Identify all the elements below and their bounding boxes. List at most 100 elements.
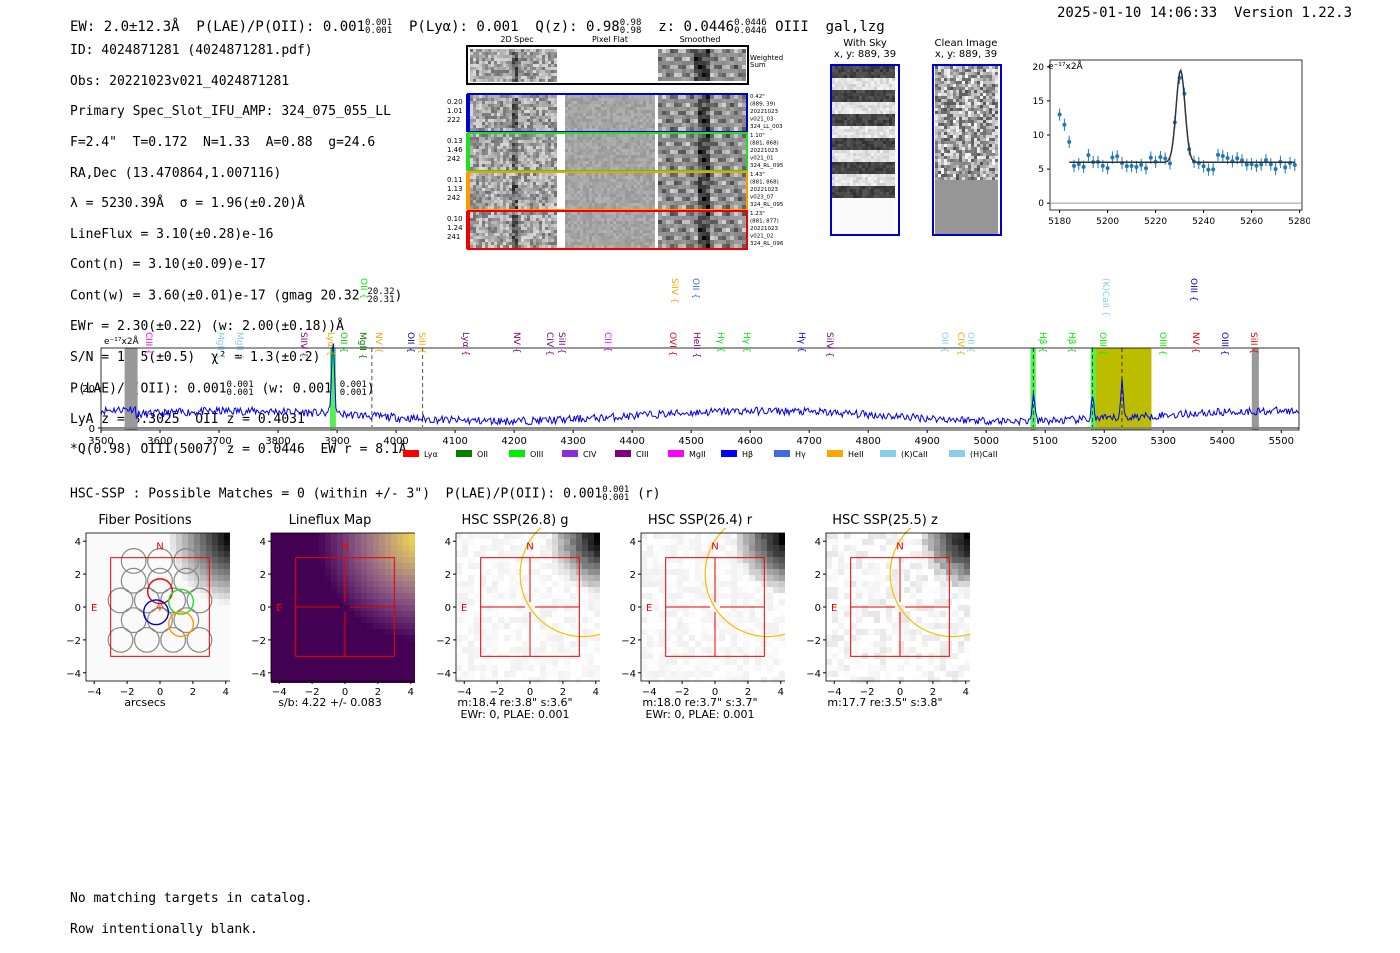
spectrum-xtick-label: 4900 <box>914 436 939 447</box>
panel-image: N E −4 −2 0 2 4 4 2 0 −2 −4 <box>251 532 415 698</box>
header-timestamp: 2025-01-10 14:06:33 Version 1.22.3 <box>1057 5 1352 21</box>
legend-swatch <box>827 450 843 457</box>
fiber-circle <box>107 587 134 614</box>
noise-image <box>470 49 557 82</box>
info-cont-w-end: ) <box>394 288 403 304</box>
hsc-sub: 0.001 <box>602 493 630 503</box>
withsky-coords: x, y: 889, 39 <box>833 49 897 60</box>
sky-clean-images <box>830 64 1002 236</box>
info-id: ID: 4024871281 (4024871281.pdf) <box>70 43 313 59</box>
fiber-circle <box>147 607 173 634</box>
panel-xtick-label: −4 <box>642 687 657 698</box>
header-ew-plae: EW: 2.0±12.3Å P(LAE)/P(OII): 0.001 <box>70 19 366 35</box>
cutout-left-value: 241 <box>447 233 460 241</box>
panel-title: HSC SSP(25.5) z <box>832 513 938 528</box>
header-qz-sup: 0.98 <box>619 18 642 28</box>
legend-swatch <box>456 450 472 457</box>
panel-ytick-label: 0 <box>75 603 81 614</box>
aperture-ellipse <box>519 528 600 638</box>
spectral-line-label: SiII { <box>416 332 426 354</box>
hsc-frac: 0.001 0.001 <box>602 485 630 503</box>
cutout-right-value: 324_RL_096 <box>750 241 784 247</box>
spectral-line-label: OII { <box>405 332 415 353</box>
cutout-left-value: 1.24 <box>447 224 463 232</box>
zoom-point <box>1211 167 1216 172</box>
spectral-line-label: OII { <box>965 332 975 353</box>
panel-ytick-label: 0 <box>260 603 266 614</box>
cutout-left-value: 0.20 <box>447 98 463 106</box>
withsky-frame <box>830 64 900 236</box>
spectral-line-label: Lyα { <box>460 332 470 356</box>
spectrum-curve <box>100 343 1300 427</box>
spectral-line-label: Hγ { <box>741 332 751 353</box>
zoom-xtick-label: 5200 <box>1096 217 1119 227</box>
cutout-left-value: 222 <box>447 116 460 124</box>
fiber-circle <box>173 567 200 594</box>
clean-coords: x, y: 889, 39 <box>934 49 998 60</box>
spectral-line-label: (K)CaII { <box>1100 278 1110 317</box>
fiber-highlight <box>143 599 170 626</box>
panel-xtick-label: 0 <box>897 687 903 698</box>
spectral-line-label: OIII { <box>1097 332 1107 356</box>
zoom-point <box>1259 162 1264 167</box>
aperture-box <box>850 557 950 657</box>
info-plae-end: ) <box>366 381 375 397</box>
zoom-point <box>1110 155 1115 160</box>
legend-swatch <box>721 450 737 457</box>
zoom-point <box>1139 162 1144 167</box>
spectrum-xtick-label: 4300 <box>560 436 585 447</box>
spectrum-xtick-label: 5500 <box>1269 436 1294 447</box>
panel-ytick-label: 4 <box>630 537 636 548</box>
masked-region <box>124 348 138 430</box>
panel-ytick-label: 2 <box>815 570 821 581</box>
panel-ytick-label: 2 <box>630 570 636 581</box>
legend-label: Hγ <box>795 450 806 459</box>
panel-ytick-label: −4 <box>436 669 451 680</box>
spectrum-ytick-label: 0 <box>89 424 95 435</box>
spectrum-ytick-label: 20 <box>82 384 95 395</box>
fiber-circle <box>107 626 134 653</box>
aperture-ellipse <box>889 528 970 638</box>
cutout-right-value: v021_02 <box>750 234 774 240</box>
cutout-col-smoothed: Smoothed <box>679 35 721 44</box>
panel-xtick-label: 2 <box>375 687 381 698</box>
legend-swatch <box>949 450 965 457</box>
withsky-title-text: With Sky <box>843 38 887 49</box>
cutout-right-value: 324_RL_095 <box>750 163 784 169</box>
zoom-point <box>1249 162 1254 167</box>
zoom-point <box>1283 165 1288 170</box>
cutout-right-value: 20221023 <box>750 226 778 232</box>
panel-caption: m:17.7 re:3.5" s:3.8" <box>800 697 970 709</box>
fit-window-band <box>1095 348 1152 430</box>
spectrum-xtick-label: 5400 <box>1210 436 1235 447</box>
panel-pixels <box>86 533 230 683</box>
info-gmag-frac: 20.32 20.31 <box>367 288 394 305</box>
legend-swatch <box>615 450 631 457</box>
info-plae-frac: 0.001 0.001 <box>226 379 254 397</box>
info-lya-z: LyA z = 3.3025 OII z = 0.4031 <box>70 411 305 427</box>
spectral-line-label: OIII { <box>1219 332 1229 356</box>
spectrum-xtick-label: 3600 <box>147 436 172 447</box>
spectrum-xtick-label: 3700 <box>206 436 231 447</box>
cutout-left-value: 242 <box>447 194 460 202</box>
spectral-line-label: OII { <box>358 278 368 299</box>
pixel-flat-image <box>565 212 655 248</box>
spectral-line-label: SiII { <box>556 332 566 354</box>
legend-label: CIII <box>636 450 649 459</box>
spectrum-xtick-label: 5300 <box>1151 436 1176 447</box>
zoom-fit-curve <box>1069 68 1295 164</box>
spectral-line-label: CIV { <box>544 332 554 356</box>
clean-image <box>935 66 998 234</box>
zoom-point <box>1134 164 1139 169</box>
aperture-box <box>295 557 395 657</box>
panel-title: Fiber Positions <box>98 513 192 528</box>
spectral-line-label: SIIV { <box>298 332 308 358</box>
header-tail: OIII gal,lzg <box>775 19 885 35</box>
spectral-line-label: OII { <box>939 332 949 353</box>
hsc-sup: 0.001 <box>602 485 630 495</box>
full-spectrum: 0 20 3500 3600 3700 3800 3900 4000 4100 4200 4300 4… <box>82 278 1300 459</box>
panel-title: HSC SSP(26.4) r <box>647 513 753 528</box>
panel-ytick-label: 4 <box>445 537 451 548</box>
info-plae-sup: 0.001 <box>226 379 254 390</box>
spectrum-xtick-label: 5100 <box>1033 436 1058 447</box>
